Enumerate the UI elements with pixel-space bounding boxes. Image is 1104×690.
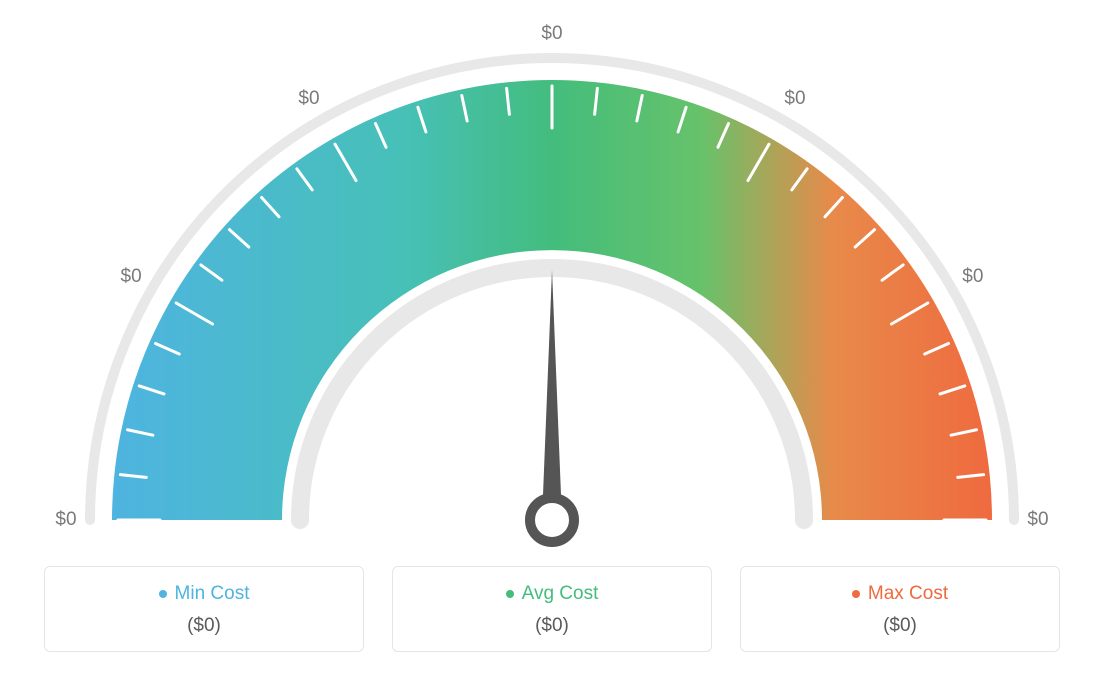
gauge-tick-label: $0 [784,88,805,110]
max-cost-card: Max Cost ($0) [740,566,1060,652]
legend-dot-icon [506,590,514,598]
legend-title-text: Min Cost [175,583,250,605]
gauge-tick-label: $0 [55,509,76,531]
legend-title: Min Cost [159,583,250,605]
gauge-tick-label: $0 [121,266,142,288]
gauge-tick-label: $0 [298,88,319,110]
legend-value: ($0) [761,615,1039,637]
legend-row: Min Cost ($0) Avg Cost ($0) Max Cost ($0) [0,566,1104,652]
legend-title: Max Cost [852,583,948,605]
gauge-tick-label: $0 [1027,509,1048,531]
gauge-tick-label: $0 [541,23,562,45]
legend-value: ($0) [413,615,691,637]
gauge-chart: $0 $0 $0 $0 $0 $0 $0 [0,0,1104,560]
legend-title: Avg Cost [506,583,599,605]
legend-value: ($0) [65,615,343,637]
legend-dot-icon [852,590,860,598]
legend-title-text: Max Cost [868,583,948,605]
legend-dot-icon [159,590,167,598]
avg-cost-card: Avg Cost ($0) [392,566,712,652]
gauge-svg [0,0,1104,560]
gauge-tick-label: $0 [962,266,983,288]
min-cost-card: Min Cost ($0) [44,566,364,652]
legend-title-text: Avg Cost [522,583,599,605]
